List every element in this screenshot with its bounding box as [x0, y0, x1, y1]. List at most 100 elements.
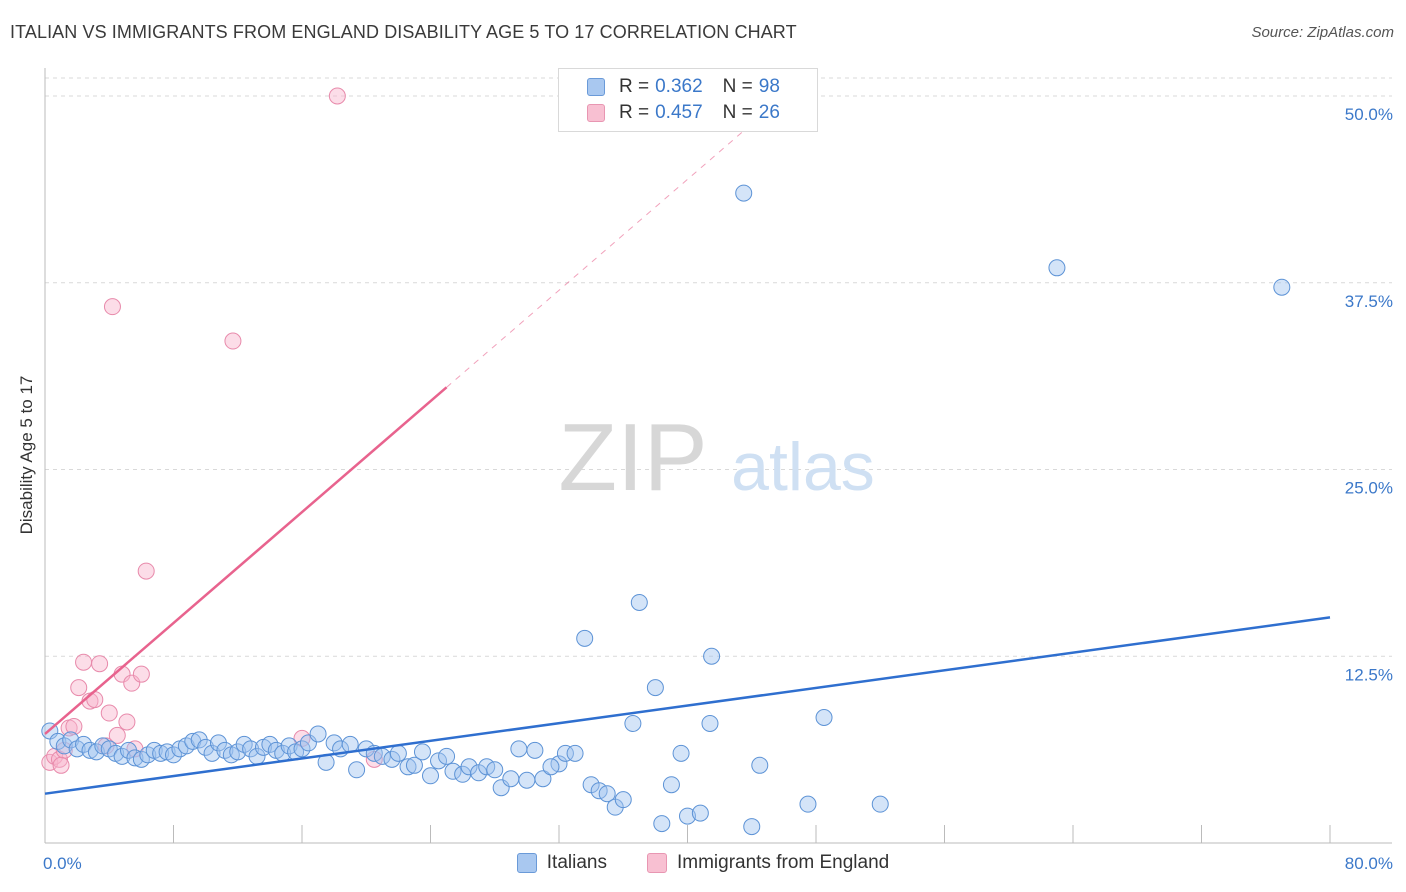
england-point — [70, 679, 88, 697]
italian-point — [413, 743, 431, 761]
r-value: 0.362 — [655, 76, 703, 97]
italian-point — [75, 735, 93, 753]
italian-point — [653, 815, 671, 833]
legend-swatch-italians — [587, 78, 605, 96]
legend-row-italians: R = 0.362 N = 98 — [587, 75, 780, 99]
england-point — [118, 713, 136, 731]
watermark-zip: ZIP — [558, 404, 707, 511]
r-label: R = — [619, 102, 650, 123]
italian-point — [598, 785, 616, 803]
legend-swatch-italians — [516, 853, 537, 873]
italian-point — [701, 714, 719, 732]
italian-point — [614, 791, 632, 809]
italian-points — [41, 184, 1291, 836]
italian-point — [735, 184, 753, 202]
italian-point — [1273, 278, 1291, 296]
england-point — [132, 665, 150, 683]
italian-point — [422, 767, 439, 785]
italian-point — [486, 761, 504, 779]
tick-labels: 12.5% 25.0% 37.5% 50.0% 0.0% 80.0% — [43, 105, 1393, 873]
italian-point — [62, 731, 80, 749]
england-point — [65, 717, 83, 735]
italian-point — [630, 593, 648, 611]
y-axis-label: Disability Age 5 to 17 — [17, 375, 36, 535]
n-label: N = — [722, 102, 753, 123]
italian-point — [87, 743, 105, 761]
italian-point — [81, 741, 99, 759]
england-point — [86, 691, 104, 709]
italian-point — [165, 746, 182, 764]
italian-point — [526, 741, 544, 759]
italian-point — [662, 776, 680, 794]
r-value: 0.457 — [655, 102, 703, 123]
italian-point — [799, 795, 817, 813]
italian-point — [510, 740, 528, 758]
italian-point — [534, 770, 552, 788]
england-point — [100, 704, 118, 722]
italian-point — [55, 737, 73, 755]
england-points — [41, 87, 383, 774]
england-point — [75, 653, 93, 671]
italian-point — [280, 737, 298, 755]
italian-point — [518, 771, 536, 789]
n-value: 26 — [758, 102, 780, 123]
italian-point — [309, 725, 327, 743]
italian-point — [691, 804, 709, 822]
x-tick-label: 0.0% — [43, 854, 82, 873]
italian-point — [444, 762, 462, 780]
watermark: ZIP atlas — [558, 404, 874, 511]
england-point — [137, 562, 155, 580]
italian-point — [556, 744, 574, 762]
england-point — [50, 750, 68, 768]
italian-point — [576, 629, 594, 647]
n-value: 98 — [758, 76, 780, 97]
italian-point — [438, 747, 456, 765]
italian-point — [113, 747, 131, 765]
legend-label-italians: Italians — [546, 852, 607, 873]
england-point — [108, 726, 126, 744]
source-label: Source: ZipAtlas.com — [1251, 24, 1394, 41]
legend-item-england[interactable]: Immigrants from England — [646, 852, 890, 874]
legend-swatch-england — [587, 104, 605, 122]
italian-point — [197, 738, 215, 756]
italian-point — [703, 647, 721, 665]
italian-point — [405, 756, 423, 774]
england-point — [91, 655, 109, 673]
y-tick-label: 50.0% — [1345, 105, 1393, 124]
legend-label-england: Immigrants from England — [676, 852, 890, 873]
italian-point — [389, 744, 407, 762]
axes — [44, 68, 1392, 844]
y-tick-label: 12.5% — [1345, 665, 1393, 684]
england-point — [103, 298, 121, 316]
italian-point — [460, 758, 478, 776]
series-legend: Italians Immigrants from England — [0, 852, 1406, 874]
england-trend-line — [44, 386, 448, 735]
legend-item-italians[interactable]: Italians — [516, 852, 607, 874]
italian-point — [672, 744, 690, 762]
italian-point — [203, 744, 221, 762]
italian-point — [566, 744, 584, 762]
england-point — [52, 756, 70, 774]
italian-point — [261, 735, 279, 753]
x-tick-label: 80.0% — [1345, 854, 1393, 873]
legend-row-england: R = 0.457 N = 26 — [587, 101, 780, 125]
italian-point — [815, 709, 833, 727]
grid-lines — [45, 77, 1392, 657]
y-tick-label: 25.0% — [1345, 479, 1393, 498]
y-tick-label: 37.5% — [1345, 292, 1393, 311]
italian-point — [502, 770, 520, 788]
italian-point — [348, 761, 366, 779]
trend-lines — [44, 130, 1331, 795]
italian-point — [743, 818, 761, 836]
watermark-atlas: atlas — [731, 429, 875, 505]
italian-point — [624, 714, 642, 732]
italian-point — [751, 756, 769, 774]
england-point — [224, 332, 242, 350]
legend-swatch-england — [646, 853, 667, 873]
chart-title: ITALIAN VS IMMIGRANTS FROM ENGLAND DISAB… — [10, 22, 797, 42]
italian-point — [152, 744, 170, 762]
italian-point — [383, 750, 401, 768]
italian-point — [646, 679, 664, 697]
italian-point — [1048, 259, 1066, 277]
